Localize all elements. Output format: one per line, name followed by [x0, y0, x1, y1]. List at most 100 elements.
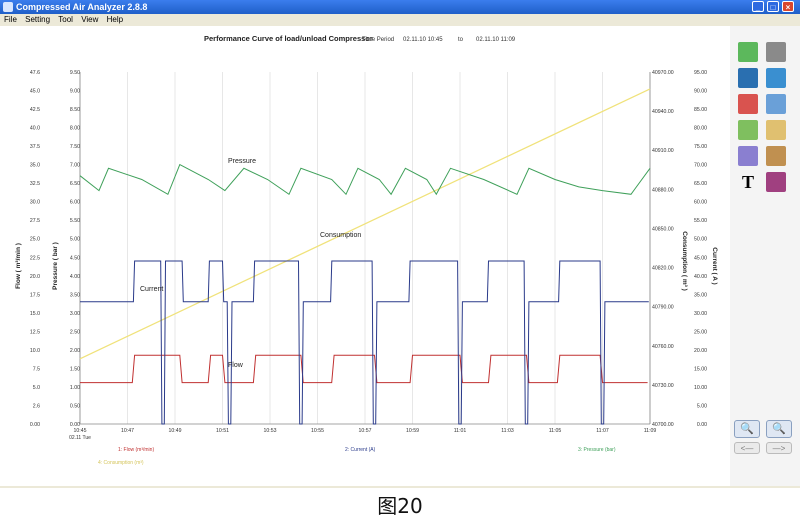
time-tick-label: 10:57 [359, 428, 372, 434]
pressure-axis-tick-label: 9.50 [70, 70, 80, 76]
title-bar: Compressed Air Analyzer 2.8.8 _ □ × [0, 0, 800, 14]
close-button[interactable]: × [782, 1, 794, 12]
consumption-axis-tick-label: 40940.00 [652, 109, 674, 115]
pressure-axis-tick-label: 0.50 [70, 403, 80, 409]
pressure-axis-tick-label: 1.50 [70, 366, 80, 372]
pressure-axis-tick-label: 5.00 [70, 237, 80, 243]
pressure-axis-tick-label: 2.50 [70, 329, 80, 335]
consumption-series-label: Consumption [320, 232, 361, 239]
current-axis-tick-label: 15.00 [694, 366, 707, 372]
globe-icon[interactable] [766, 68, 786, 88]
current-axis-tick-label: 35.00 [694, 292, 707, 298]
current-axis-tick-label: 75.00 [694, 144, 707, 150]
time-tick-label: 10:53 [264, 428, 277, 434]
pressure-axis-tick-label: 5.50 [70, 218, 80, 224]
pressure-axis-tick-label: 2.00 [70, 348, 80, 354]
time-tick-label: 11:05 [549, 428, 562, 434]
current-axis-tick-label: 55.00 [694, 218, 707, 224]
pressure-axis-tick-label: 6.50 [70, 181, 80, 187]
consumption-axis-tick-label: 40700.00 [652, 422, 674, 428]
pressure-axis-title: Pressure ( bar ) [52, 242, 59, 290]
menu-view[interactable]: View [81, 15, 99, 24]
time-tick-label: 10:51 [216, 428, 229, 434]
zoom-out-button[interactable]: 🔍 [766, 420, 792, 438]
current-axis-tick-label: 25.00 [694, 329, 707, 335]
prev-button[interactable]: <— [734, 442, 760, 454]
zoom-in-button[interactable]: 🔍 [734, 420, 760, 438]
current-axis-tick-label: 5.00 [697, 403, 707, 409]
calculator-icon[interactable] [766, 42, 786, 62]
menu-help[interactable]: Help [106, 15, 124, 24]
current-axis-tick-label: 65.00 [694, 181, 707, 187]
flow-axis-tick-label: 25.0 [30, 237, 40, 243]
current-axis-tick-label: 80.00 [694, 126, 707, 132]
current-axis-tick-label: 50.00 [694, 237, 707, 243]
pressure-axis-tick-label: 4.00 [70, 274, 80, 280]
flow-axis-tick-label: 0.00 [30, 422, 40, 428]
pressure-axis: 0.00 0.50 1.00 1.50 2.00 2.50 3.00 3.50 4.00 4.50… [52, 70, 80, 428]
curve-icon[interactable] [766, 94, 786, 114]
flow-axis-tick-label: 47.6 [30, 70, 40, 76]
link-icon[interactable] [738, 68, 758, 88]
text-icon[interactable]: T [738, 172, 758, 192]
palette-icon[interactable] [766, 146, 786, 166]
chart-title: Performance Curve of load/unload Compres… [204, 34, 373, 43]
pressure-axis-tick-label: 7.50 [70, 144, 80, 150]
tree-icon[interactable] [738, 120, 758, 140]
legend-consumption: 4: Consumption (m³) [98, 460, 144, 466]
flow-axis-tick-label: 32.5 [30, 181, 40, 187]
flow-axis-tick-label: 37.5 [30, 144, 40, 150]
chart-icon[interactable] [738, 94, 758, 114]
time-tick-label: 10:59 [406, 428, 419, 434]
current-axis-tick-label: 90.00 [694, 89, 707, 95]
current-series-label: Current [140, 286, 163, 293]
next-button[interactable]: —> [766, 442, 792, 454]
time-axis: 10:45 10:47 10:49 10:51 10:53 10:55 10:57 10:59… [69, 428, 656, 441]
menu-file[interactable]: File [4, 15, 17, 24]
current-axis-tick-label: 10.00 [694, 385, 707, 391]
consumption-axis-tick-label: 40910.00 [652, 148, 674, 154]
current-axis-tick-label: 95.00 [694, 70, 707, 76]
flow-axis-tick-label: 17.5 [30, 292, 40, 298]
minimize-button[interactable]: _ [752, 1, 764, 12]
flow-axis: 0.00 2.6 5.0 7.5 10.0 12.5 15.0 17.5 20.0 22.5 25.… [15, 70, 40, 428]
current-axis-tick-label: 20.00 [694, 348, 707, 354]
grid [79, 72, 651, 425]
flow-axis-tick-label: 30.0 [30, 200, 40, 206]
flow-axis-tick-label: 20.0 [30, 274, 40, 280]
pressure-axis-tick-label: 3.00 [70, 311, 80, 317]
consumption-axis-tick-label: 40730.00 [652, 383, 674, 389]
maximize-button[interactable]: □ [767, 1, 779, 12]
consumption-axis-tick-label: 40880.00 [652, 187, 674, 193]
current-axis-tick-label: 60.00 [694, 200, 707, 206]
time-tick-label: 10:45 [74, 428, 87, 434]
flow-axis-tick-label: 40.0 [30, 126, 40, 132]
current-axis-tick-label: 0.00 [697, 422, 707, 428]
graph-edit-icon[interactable] [738, 146, 758, 166]
flow-axis-title: Flow ( m³/min ) [15, 243, 22, 289]
current-axis-tick-label: 30.00 [694, 311, 707, 317]
pressure-axis-tick-label: 9.00 [70, 89, 80, 95]
flow-axis-tick-label: 22.5 [30, 255, 40, 261]
current-axis-tick-label: 70.00 [694, 163, 707, 169]
flow-axis-tick-label: 45.0 [30, 89, 40, 95]
consumption-axis-tick-label: 40760.00 [652, 344, 674, 350]
pressure-axis-tick-label: 3.50 [70, 292, 80, 298]
window-title: Compressed Air Analyzer 2.8.8 [16, 2, 148, 12]
flow-series-line [80, 354, 648, 384]
menu-setting[interactable]: Setting [25, 15, 51, 24]
bars-icon[interactable] [766, 172, 786, 192]
time-end: 02.11.10 11:09 [476, 37, 516, 43]
notes-icon[interactable] [766, 120, 786, 140]
flow-axis-tick-label: 27.5 [30, 218, 40, 224]
performance-chart[interactable]: Performance Curve of load/unload Compres… [0, 26, 730, 486]
consumption-axis-tick-label: 40790.00 [652, 305, 674, 311]
time-tick-label: 11:01 [454, 428, 467, 434]
date-sublabel: 02.11 Tue [69, 435, 91, 441]
menu-tool[interactable]: Tool [58, 15, 73, 24]
pressure-series-label: Pressure [228, 158, 256, 165]
current-axis-tick-label: 40.00 [694, 274, 707, 280]
pressure-series-line [79, 163, 651, 196]
arrow-icon[interactable] [738, 42, 758, 62]
figure-caption: 图20 [377, 494, 423, 518]
